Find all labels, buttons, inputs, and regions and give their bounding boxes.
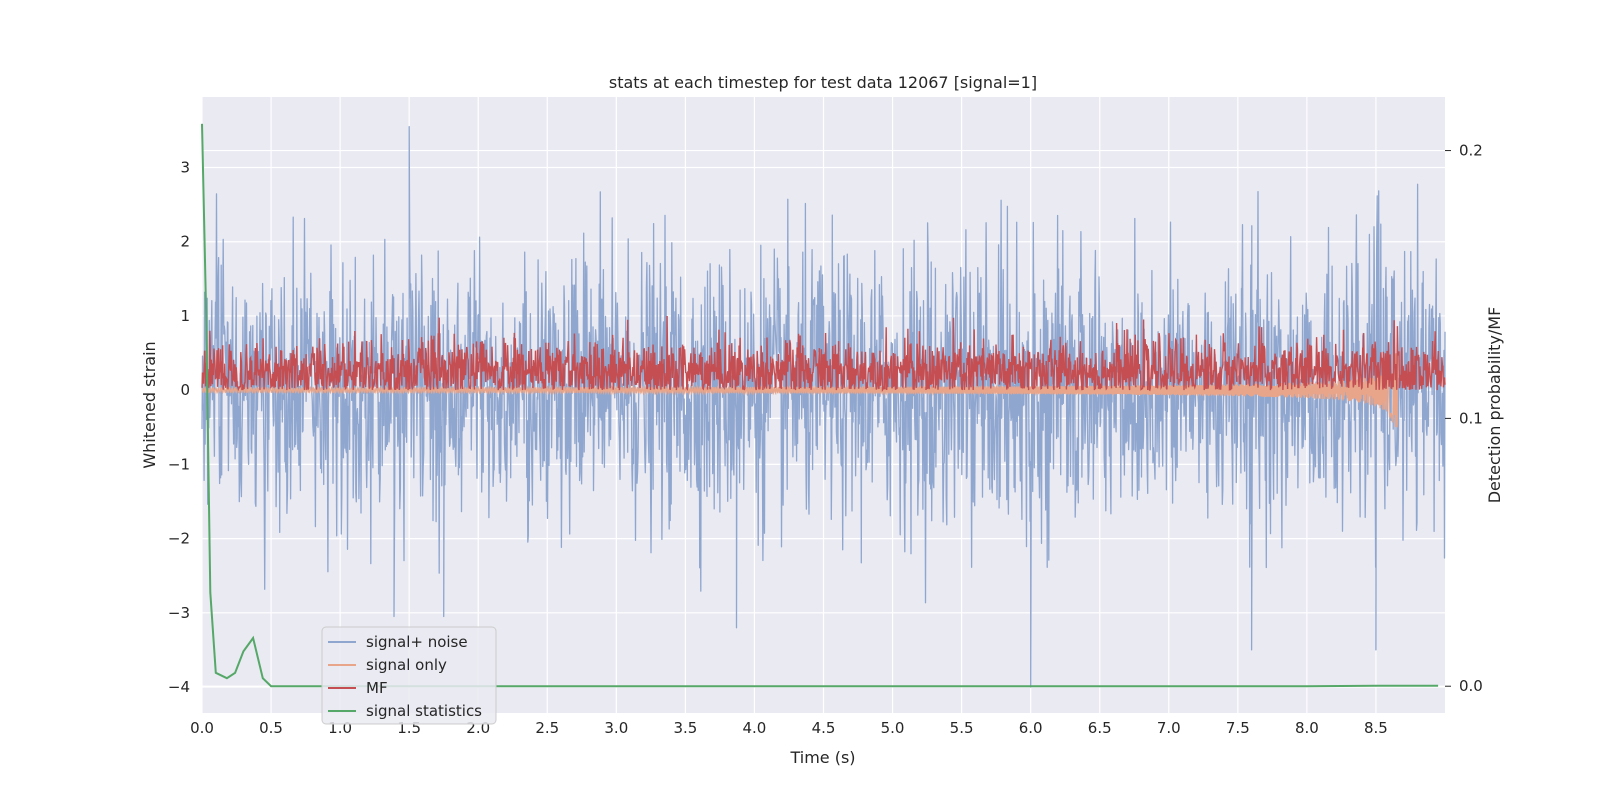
y-axis-title: Whitened strain [140, 341, 159, 468]
x-tick-label: 2.5 [535, 719, 559, 737]
series-mf-line [201, 315, 1446, 392]
legend-label: signal only [366, 656, 447, 674]
y-tick-label: −2 [168, 530, 190, 548]
x-tick-label: 4.0 [743, 719, 767, 737]
y-axis-right-title: Detection probability/MF [1485, 307, 1504, 504]
legend-label: signal+ noise [366, 633, 468, 651]
x-tick-label: 3.0 [604, 719, 628, 737]
y-right-tick-label: 0.0 [1459, 677, 1483, 695]
x-tick-label: 8.5 [1364, 719, 1388, 737]
series-signal-statistics-line [201, 123, 1439, 688]
legend-label: signal statistics [366, 702, 482, 720]
y-tick-label: 1 [180, 307, 190, 325]
legend-box [321, 626, 497, 725]
x-tick-label: 6.5 [1088, 719, 1112, 737]
x-tick-label: 8.0 [1295, 719, 1319, 737]
y-tick-label: −1 [168, 455, 190, 473]
x-tick-label: 5.0 [881, 719, 905, 737]
x-tick-label: 7.5 [1226, 719, 1250, 737]
series-layer [201, 123, 1446, 688]
x-tick-label: 0.5 [259, 719, 283, 737]
y-tick-label: 0 [180, 381, 190, 399]
x-tick-label: 0.0 [190, 719, 214, 737]
y-right-tick-label: 0.2 [1459, 142, 1483, 160]
legend: signal+ noise signal only MF signal statist… [321, 626, 497, 725]
chart-title: stats at each timestep for test data 120… [609, 73, 1037, 92]
axes: 0.0 0.5 1.0 1.5 2.0 2.5 3.0 3.5 4.0 4.5 5.0 5.5 6.0 6… [168, 142, 1483, 737]
y-tick-label: 2 [180, 233, 190, 251]
legend-label: MF [366, 679, 388, 697]
y-tick-label: −3 [168, 604, 190, 622]
x-tick-label: 5.5 [950, 719, 974, 737]
y-right-tick-label: 0.1 [1459, 409, 1483, 427]
y-tick-label: 3 [180, 159, 190, 177]
x-tick-label: 4.5 [812, 719, 836, 737]
y-tick-label: −4 [168, 678, 190, 696]
x-tick-label: 3.5 [673, 719, 697, 737]
x-tick-label: 7.0 [1157, 719, 1181, 737]
x-tick-label: 6.0 [1019, 719, 1043, 737]
x-axis-title: Time (s) [789, 748, 855, 767]
